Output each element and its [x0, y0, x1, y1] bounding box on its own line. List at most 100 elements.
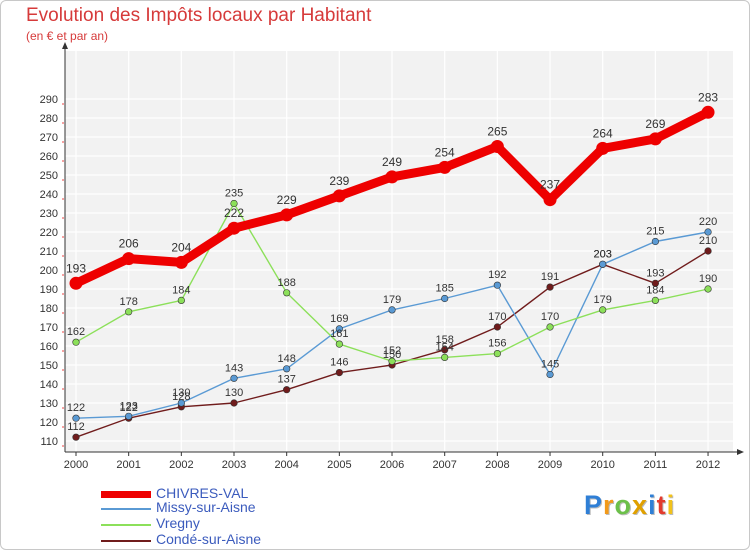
- data-point: [704, 247, 712, 255]
- data-label: 190: [699, 273, 717, 285]
- x-tick-label: 2011: [644, 459, 668, 471]
- data-point: [651, 279, 659, 287]
- data-label: 264: [593, 126, 613, 140]
- y-tick-label: 220: [40, 227, 58, 239]
- y-tick-label: 240: [40, 189, 58, 201]
- y-tick-label: 120: [40, 417, 58, 429]
- data-point: [385, 170, 399, 184]
- data-point: [648, 132, 662, 146]
- data-label: 158: [436, 334, 454, 346]
- logo-letter: i: [648, 490, 657, 520]
- data-label: 156: [488, 338, 506, 350]
- legend-label: Vregny: [156, 515, 200, 531]
- legend-label: CHIVRES-VAL: [156, 485, 249, 501]
- y-tick-label: 130: [40, 398, 58, 410]
- data-point: [493, 281, 501, 289]
- data-label: 122: [119, 402, 137, 414]
- data-label: 170: [488, 311, 506, 323]
- data-point: [177, 399, 185, 407]
- logo-letter: t: [656, 490, 667, 520]
- data-point: [546, 323, 554, 331]
- proxiti-logo: Proxiti: [584, 490, 675, 521]
- data-point: [227, 221, 241, 235]
- legend-label: Condé-sur-Aisne: [156, 531, 262, 547]
- data-point: [283, 365, 291, 373]
- x-tick-label: 2003: [222, 459, 246, 471]
- data-point: [72, 414, 80, 422]
- data-label: 265: [487, 125, 507, 139]
- data-point: [388, 306, 396, 314]
- data-point: [125, 308, 133, 316]
- data-point: [230, 399, 238, 407]
- data-label: 122: [67, 402, 85, 414]
- data-label: 162: [67, 326, 85, 338]
- data-point: [493, 323, 501, 331]
- logo-letter: o: [614, 490, 633, 520]
- data-label: 239: [329, 174, 349, 188]
- x-tick-label: 2009: [538, 459, 562, 471]
- data-label: 112: [67, 421, 85, 433]
- legend-swatch: [101, 491, 151, 498]
- data-label: 193: [646, 267, 664, 279]
- data-label: 222: [224, 206, 244, 220]
- x-tick-label: 2010: [590, 459, 614, 471]
- data-label: 229: [277, 193, 297, 207]
- data-label: 161: [330, 328, 348, 340]
- data-label: 143: [225, 362, 243, 374]
- data-point: [280, 208, 294, 222]
- data-label: 206: [119, 237, 139, 251]
- data-point: [704, 285, 712, 293]
- data-point: [335, 340, 343, 348]
- data-label: 184: [172, 284, 190, 296]
- data-label: 203: [594, 248, 612, 260]
- y-tick-label: 180: [40, 303, 58, 315]
- data-label: 235: [225, 188, 243, 200]
- series-missy-sur-aisne: [72, 228, 712, 422]
- data-point: [546, 370, 554, 379]
- data-point: [701, 105, 715, 119]
- x-axis-arrow: [737, 449, 744, 455]
- data-label: 203: [594, 248, 612, 260]
- y-tick-label: 190: [40, 284, 58, 296]
- data-label: 145: [541, 359, 559, 371]
- y-tick-label: 250: [40, 170, 58, 182]
- data-label: 184: [646, 284, 664, 296]
- legend-swatch: [101, 524, 151, 526]
- y-tick-label: 140: [40, 379, 58, 391]
- data-point: [72, 433, 80, 441]
- data-point: [441, 346, 449, 354]
- y-tick-label: 170: [40, 322, 58, 334]
- data-point: [441, 353, 449, 362]
- data-point: [543, 193, 557, 207]
- data-point: [651, 237, 659, 246]
- chart-title: Evolution des Impôts locaux par Habitant: [26, 5, 372, 26]
- data-point: [335, 325, 343, 333]
- data-label: 123: [119, 400, 137, 412]
- data-point: [490, 140, 504, 153]
- y-tick-label: 270: [40, 132, 58, 144]
- data-point: [651, 296, 659, 305]
- x-tick-label: 2001: [116, 459, 140, 471]
- data-point: [441, 294, 449, 303]
- data-point: [704, 228, 712, 236]
- data-point: [125, 412, 133, 420]
- x-tick-label: 2005: [327, 459, 351, 471]
- data-label: 237: [540, 178, 560, 192]
- data-label: 283: [698, 90, 718, 104]
- data-point: [335, 369, 343, 377]
- data-point: [69, 276, 83, 290]
- data-label: 130: [172, 387, 190, 399]
- data-label: 170: [541, 311, 559, 323]
- data-point: [388, 357, 396, 365]
- legend-label: Missy-sur-Aisne: [156, 499, 256, 515]
- legend-swatch: [101, 508, 151, 510]
- y-tick-label: 200: [40, 265, 58, 277]
- x-tick-label: 2012: [696, 459, 720, 471]
- data-label: 220: [699, 216, 717, 228]
- y-tick-label: 110: [40, 436, 58, 448]
- data-label: 148: [278, 353, 296, 365]
- logo-letter: i: [666, 490, 676, 520]
- logo-letter: x: [632, 490, 649, 520]
- data-point: [72, 338, 80, 346]
